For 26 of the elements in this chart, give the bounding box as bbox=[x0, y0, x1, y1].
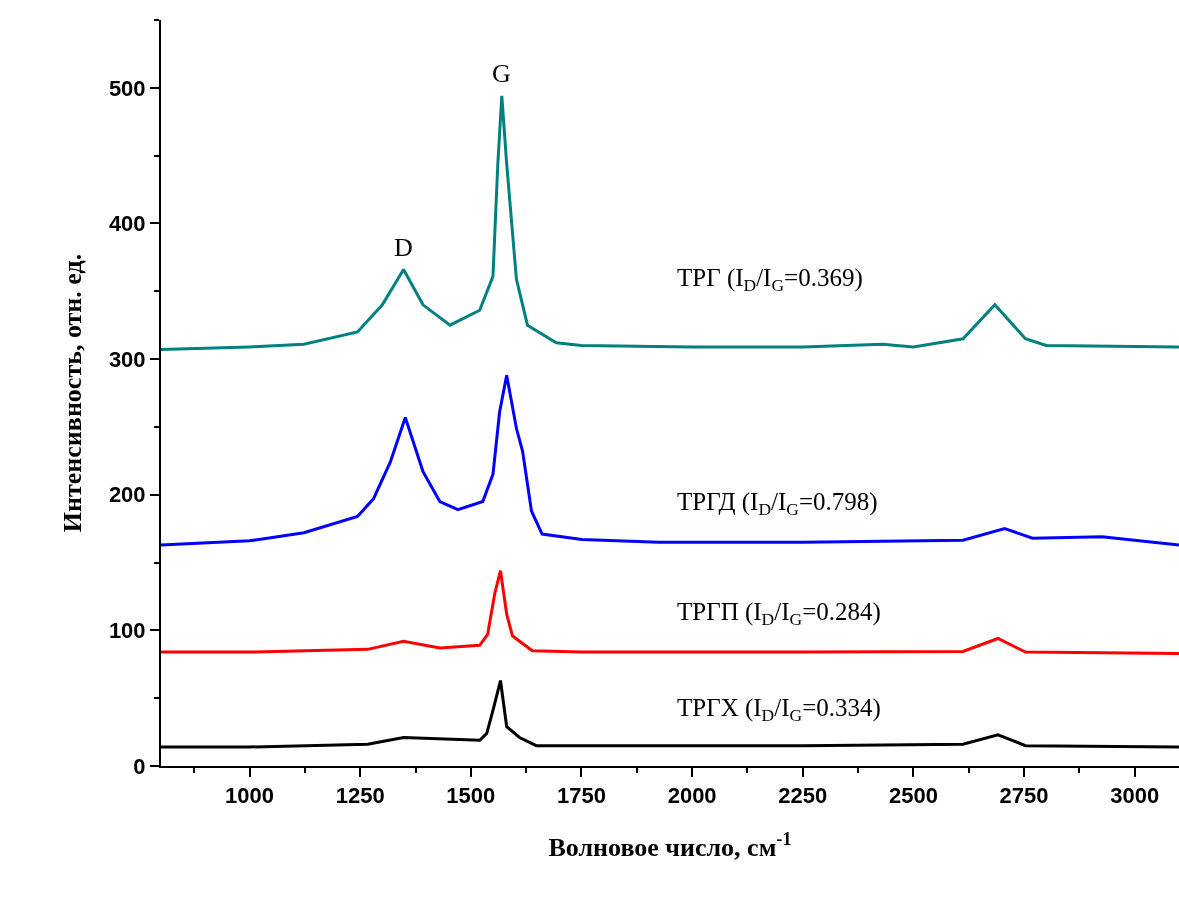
x-tick-label: 1500 bbox=[446, 783, 496, 809]
y-tick-label: 100 bbox=[108, 618, 146, 644]
y-tick-label: 0 bbox=[133, 753, 146, 779]
series-label: ТРГ (I$_{D}$/I$_{G}$=0.369) bbox=[677, 264, 863, 296]
annotation: G bbox=[492, 59, 511, 88]
x-tick-label: 3000 bbox=[1110, 783, 1160, 809]
x-tick-label: 1750 bbox=[557, 783, 606, 809]
x-tick-label: 2250 bbox=[778, 783, 828, 809]
line-series bbox=[161, 373, 1179, 547]
x-tick-label: 2000 bbox=[667, 783, 717, 809]
series-label: ТРГП (I$_{D}$/I$_{G}$=0.284) bbox=[677, 598, 881, 630]
x-tick-label: 2500 bbox=[888, 783, 938, 809]
y-tick-label: 400 bbox=[108, 211, 146, 237]
annotation: D bbox=[394, 233, 413, 262]
series-label: ТРГД (I$_{D}$/I$_{G}$=0.798) bbox=[677, 488, 878, 520]
y-tick-label: 200 bbox=[108, 482, 146, 508]
x-tick-label: 2750 bbox=[999, 783, 1049, 809]
y-tick-label: 500 bbox=[108, 75, 146, 101]
x-tick-label: 1250 bbox=[335, 783, 385, 809]
x-axis-title: Волновое число, см$^{-1}$ bbox=[548, 828, 792, 862]
y-tick-label: 300 bbox=[108, 346, 146, 372]
series-label: ТРГХ (I$_{D}$/I$_{G}$=0.334) bbox=[677, 694, 881, 726]
y-axis-title: Интенсивность, отн. ед. bbox=[57, 253, 87, 533]
line-series bbox=[161, 569, 1179, 655]
line-series bbox=[161, 94, 1179, 352]
x-tick-label: 1000 bbox=[225, 783, 274, 809]
